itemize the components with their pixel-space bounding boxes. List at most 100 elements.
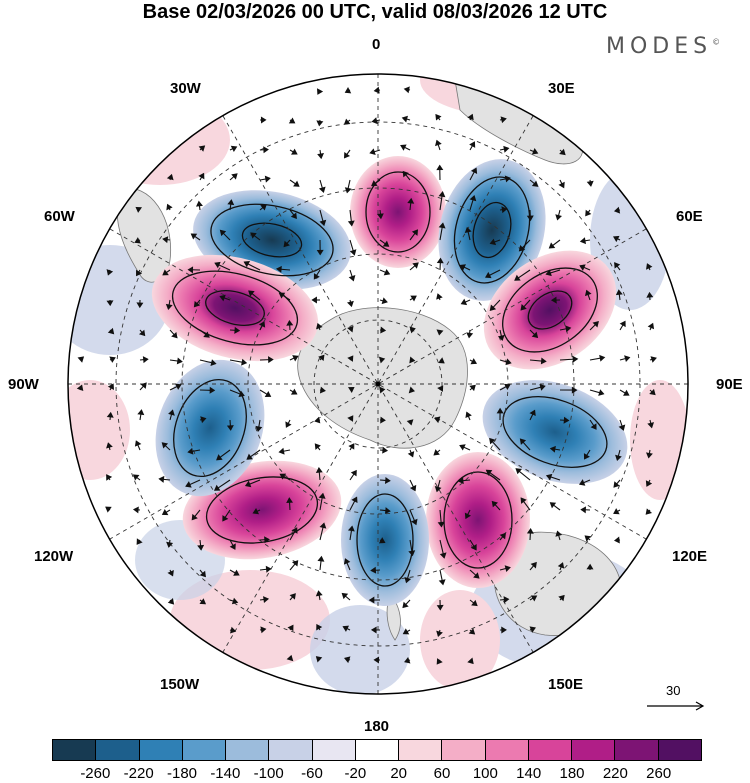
wind-vector-head <box>291 560 299 567</box>
wind-vector-head <box>318 492 326 499</box>
wind-vector-head <box>407 451 415 458</box>
wind-vector-head <box>107 327 115 335</box>
wind-vector-head <box>612 235 620 243</box>
colorbar-swatch <box>312 740 356 760</box>
wind-vector-head <box>106 442 113 449</box>
wind-vector-head <box>318 186 326 194</box>
wind-vectors <box>76 86 657 665</box>
wind-vector-head <box>138 329 146 337</box>
wind-vector-head <box>460 298 468 306</box>
wind-vector-head <box>489 304 497 311</box>
wind-vector-head <box>586 563 594 570</box>
wind-vector-head <box>316 249 324 256</box>
wind-vector-head <box>529 626 536 633</box>
wind-vector-head <box>378 356 386 364</box>
blue-anomaly-90e <box>482 380 628 484</box>
colorbar-swatch <box>53 740 97 760</box>
wind-vector-head <box>531 148 539 155</box>
wind-vector-head <box>185 481 192 488</box>
wind-vector-head <box>438 191 446 198</box>
blue-anomaly-90w <box>155 359 265 497</box>
wind-vector-head <box>555 530 563 537</box>
lon-label-120e: 120E <box>672 548 708 565</box>
wind-vector-head <box>348 387 355 394</box>
wind-vector-head <box>286 654 294 662</box>
wind-vector-head <box>289 593 296 600</box>
wind-vector-head <box>459 264 467 271</box>
wind-vector-head <box>230 145 238 153</box>
wind-vector-head <box>226 425 234 431</box>
wind-vector-head <box>268 356 274 364</box>
wind-vector-head <box>167 598 175 605</box>
wind-vector-head <box>649 388 656 396</box>
wind-vector-head <box>193 300 201 308</box>
wind-vector-head <box>409 484 417 492</box>
wind-vector-head <box>231 173 238 180</box>
colorbar-swatch <box>658 740 701 760</box>
wind-vector-head <box>514 274 521 281</box>
colorbar-tick-label: -220 <box>123 765 154 782</box>
colorbar-swatch <box>572 740 616 760</box>
wind-vector-head <box>464 512 472 520</box>
wind-vector-head <box>623 389 630 396</box>
brand-copyright-mark: © <box>712 37 721 47</box>
wind-vector-head <box>290 212 297 220</box>
wind-vector-head <box>646 452 653 459</box>
wind-vector-head <box>342 625 350 632</box>
wind-vector-head <box>344 151 351 159</box>
wind-vector-head <box>347 325 354 333</box>
wind-vector-head <box>371 180 378 187</box>
wind-vector-head <box>468 628 476 635</box>
colorbar-swatch <box>355 740 400 760</box>
wind-vector-head <box>286 497 294 504</box>
wind-vector-head <box>645 508 653 515</box>
colorbar-tick-label: 100 <box>472 765 498 782</box>
pink-anomaly-60w <box>151 254 319 362</box>
wind-vector-head <box>316 623 323 631</box>
wind-vector-head <box>198 172 205 180</box>
wind-vector-head <box>209 386 216 394</box>
wind-vector-head <box>105 506 112 513</box>
wind-vector-head <box>230 626 237 634</box>
wind-vector-head <box>503 596 510 604</box>
wind-vector-head <box>436 604 444 611</box>
wind-vector-head <box>279 473 287 480</box>
wind-vector-head <box>400 144 407 151</box>
wind-vector-head <box>371 117 378 125</box>
wind-vector-head <box>470 358 478 365</box>
colorbar-tick-label: -20 <box>344 765 367 782</box>
wind-vector-head <box>379 386 386 394</box>
wind-vector-head <box>406 419 414 426</box>
wind-vector-head <box>250 232 257 239</box>
wind-vector-head <box>344 187 352 194</box>
wind-vector-head <box>505 358 512 366</box>
wind-vector-head <box>369 148 376 155</box>
wind-vector-head <box>464 226 472 234</box>
wind-vector-head <box>433 449 440 456</box>
wind-vector-head <box>436 257 444 264</box>
wind-vector-head <box>411 229 419 236</box>
south-pole-marker <box>375 381 381 387</box>
wind-vector-head <box>540 357 547 365</box>
colorbar-swatch <box>442 740 486 760</box>
colorbar-swatch <box>96 740 140 760</box>
wind-vector-head <box>347 220 355 227</box>
lon-label-180: 180 <box>364 718 390 735</box>
wind-vector-head <box>222 515 229 522</box>
wind-vector-head <box>203 331 210 338</box>
wind-vector-head <box>650 356 657 363</box>
antarctica <box>297 307 468 449</box>
wind-vector-head <box>404 656 411 664</box>
wind-vector-head <box>344 656 351 664</box>
map-border <box>67 73 689 695</box>
wind-vector-head <box>557 562 565 569</box>
wind-vector-head <box>436 329 444 336</box>
wind-vector-head <box>216 454 223 461</box>
wind-vector-head <box>402 628 410 635</box>
wind-vector-head <box>314 416 321 424</box>
wind-vector-head <box>613 481 620 488</box>
wind-vector-head <box>518 245 526 252</box>
wind-vector-head <box>382 446 389 454</box>
wind-vector-head <box>503 145 510 153</box>
